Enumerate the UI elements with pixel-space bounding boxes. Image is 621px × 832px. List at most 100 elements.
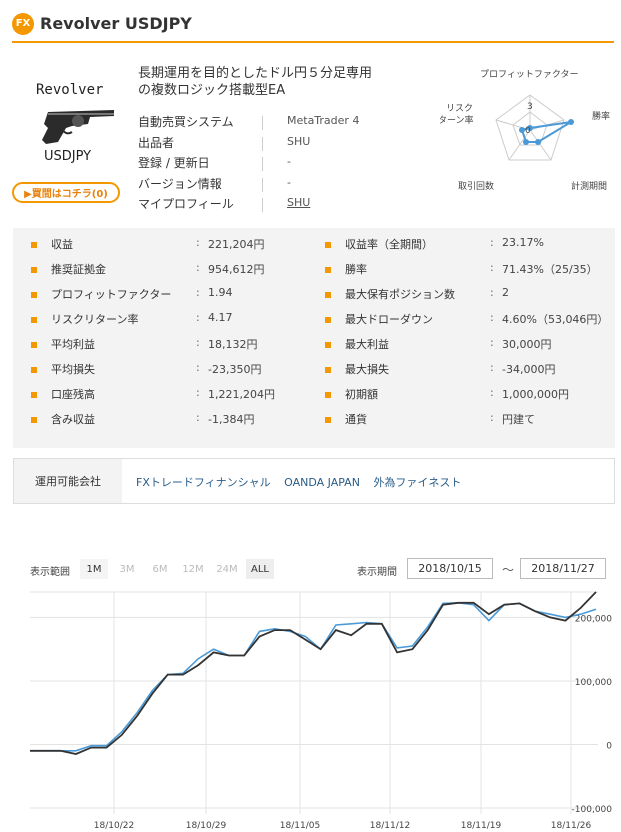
- radar-label-period: 計測期間: [571, 180, 607, 192]
- stat-value: 1,221,204円: [208, 388, 275, 401]
- balance-line-chart: 200,000 100,000 0 -100,000 18/10/22 18/10/29 1…: [30, 591, 612, 831]
- stat-colon: :: [196, 411, 200, 424]
- info-value: -: [287, 175, 291, 189]
- stat-row: 最大保有ポジション数:2: [325, 286, 615, 306]
- stat-value: -34,000円: [502, 363, 556, 376]
- buy-button[interactable]: ▶買間はコチラ(0): [12, 182, 120, 203]
- date-to-input[interactable]: 2018/11/27: [520, 558, 606, 579]
- stat-colon: :: [490, 336, 494, 349]
- range-12m-button[interactable]: 12M: [182, 563, 204, 575]
- info-label: 登録 / 更新日: [138, 156, 210, 170]
- range-all-button[interactable]: ALL: [246, 559, 274, 579]
- product-title-line2: の複数ロジック搭載型EA: [138, 83, 286, 98]
- radar-point: [523, 139, 529, 145]
- info-label: 自動売買システム: [138, 115, 234, 129]
- equity-series-line: [30, 601, 597, 752]
- stat-colon: :: [490, 236, 494, 249]
- stat-row: 最大損失: -34,000円: [325, 361, 615, 381]
- stat-label: 勝率: [345, 263, 367, 276]
- info-row-seller: 出品者 SHU: [138, 134, 338, 155]
- stat-row: 勝率:71.43%（25/35）: [325, 261, 615, 281]
- bullet-icon: [31, 242, 37, 248]
- range-1m-button[interactable]: 1M: [80, 559, 108, 579]
- stat-value: 954,612円: [208, 263, 265, 276]
- stat-value: 4.60%（53,046円）: [502, 313, 609, 326]
- stat-label: 口座残高: [51, 388, 95, 401]
- stat-label: 含み収益: [51, 413, 95, 426]
- stat-label: 収益: [51, 238, 73, 251]
- radar-point: [568, 119, 574, 125]
- stat-label: 初期額: [345, 388, 378, 401]
- stat-value: -1,384円: [208, 413, 255, 426]
- info-row-version: バージョン情報 -: [138, 175, 338, 196]
- product-title-line1: 長期運用を目的としたドル円５分足専用: [138, 66, 373, 81]
- radar-label-trades: 取引回数: [458, 180, 494, 192]
- range-24m-button[interactable]: 24M: [216, 563, 238, 575]
- stat-row: 口座残高:1,221,204円: [31, 386, 321, 406]
- company-link[interactable]: OANDA JAPAN: [284, 476, 360, 489]
- profile-link[interactable]: SHU: [287, 196, 311, 209]
- balance-series-line: [30, 591, 597, 755]
- bullet-icon: [325, 317, 331, 323]
- date-separator: ～: [502, 563, 515, 577]
- stat-row: 最大利益:30,000円: [325, 336, 615, 356]
- radar-point: [519, 127, 525, 133]
- companies-panel: 運用可能会社 FXトレードフィナンシャル OANDA JAPAN 外為ファイネス…: [13, 458, 615, 504]
- stat-row: 通貨: 円建て: [325, 411, 615, 431]
- info-value: -: [287, 155, 291, 168]
- period-label: 表示期間: [357, 567, 397, 578]
- stat-value: 23.17%: [502, 236, 544, 249]
- x-tick-label: 18/11/26: [551, 821, 592, 831]
- stat-colon: :: [196, 386, 200, 399]
- stat-colon: :: [196, 361, 200, 374]
- divider: [262, 136, 263, 151]
- radar-point: [527, 125, 533, 131]
- page-header: FX Revolver USDJPY: [12, 6, 614, 43]
- bullet-icon: [325, 242, 331, 248]
- revolver-icon: [42, 110, 114, 144]
- company-link[interactable]: FXトレードフィナンシャル: [136, 476, 271, 489]
- companies-label: 運用可能会社: [14, 459, 122, 503]
- bullet-icon: [31, 367, 37, 373]
- stat-colon: :: [196, 336, 200, 349]
- company-link[interactable]: 外為ファイネスト: [373, 476, 462, 489]
- radar-tick-0: 0: [525, 126, 531, 136]
- info-row-profile: マイプロフィール SHU: [138, 195, 338, 216]
- bullet-icon: [31, 292, 37, 298]
- stat-value: 18,132円: [208, 338, 258, 351]
- x-tick-label: 18/11/19: [461, 821, 502, 831]
- stat-value: 30,000円: [502, 338, 552, 351]
- y-tick-label: 100,000: [575, 678, 612, 688]
- product-logo: Revolver USDJPY: [14, 72, 124, 182]
- stat-row: 収益:221,204円: [31, 236, 321, 256]
- bullet-icon: [325, 292, 331, 298]
- stat-colon: :: [490, 286, 494, 299]
- info-label: バージョン情報: [138, 176, 222, 191]
- stat-label: 平均損失: [51, 363, 95, 376]
- date-from-input[interactable]: 2018/10/15: [407, 558, 493, 579]
- bullet-icon: [31, 392, 37, 398]
- stat-value: 71.43%（25/35）: [502, 263, 598, 276]
- bullet-icon: [325, 392, 331, 398]
- stat-row: 初期額:1,000,000円: [325, 386, 615, 406]
- stat-colon: :: [490, 261, 494, 274]
- stat-row: プロフィットファクター:1.94: [31, 286, 321, 306]
- stat-row: 平均利益:18,132円: [31, 336, 321, 356]
- radar-label-risk-2: ターン率: [440, 114, 474, 126]
- logo-name: Revolver: [36, 82, 104, 98]
- divider: [262, 198, 263, 212]
- stat-row: 推奨証拠金:954,612円: [31, 261, 321, 281]
- stat-label: 最大保有ポジション数: [345, 288, 455, 301]
- range-6m-button[interactable]: 6M: [152, 563, 168, 575]
- stats-panel: 収益:221,204円 推奨証拠金:954,612円 プロフィットファクター:1.9…: [13, 228, 615, 448]
- stat-value: -23,350円: [208, 363, 262, 376]
- stat-label: 収益率（全期間）: [345, 238, 433, 251]
- product-title: 長期運用を目的としたドル円５分足専用 の複数ロジック搭載型EA: [138, 65, 438, 99]
- stat-label: 最大ドローダウン: [345, 313, 433, 326]
- radar-chart: 3 0 プロフィットファクター 勝率 計測期間 取引回数 リスク ターン率: [440, 69, 610, 192]
- stat-row: 含み収益: -1,384円: [31, 411, 321, 431]
- x-tick-label: 18/10/22: [94, 821, 134, 831]
- range-3m-button[interactable]: 3M: [119, 563, 135, 575]
- stat-row: 収益率（全期間）:23.17%: [325, 236, 615, 256]
- stat-label: 通貨: [345, 413, 367, 426]
